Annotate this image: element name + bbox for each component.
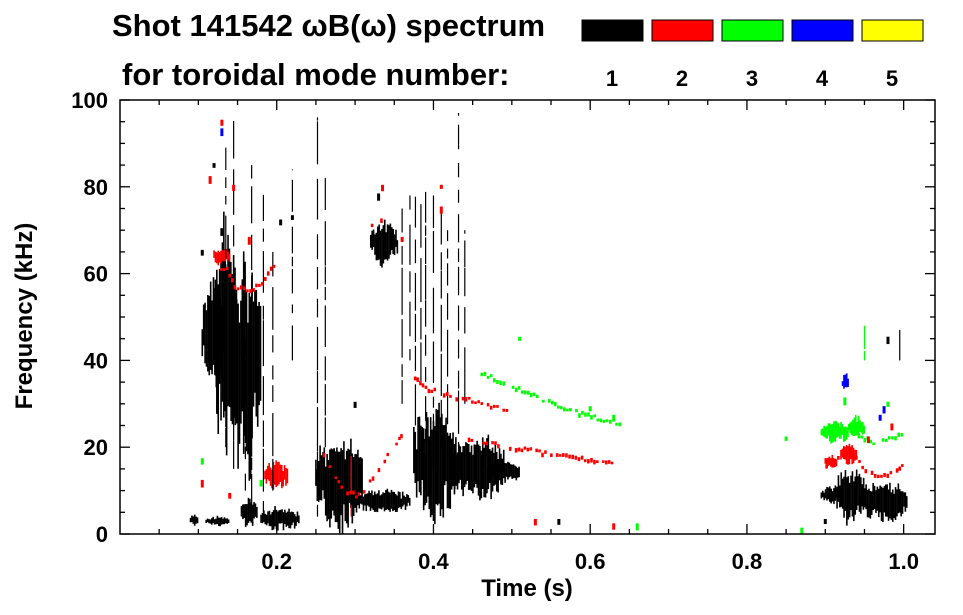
speck-n2-15 [200, 479, 204, 488]
speck-n3-31 [784, 436, 788, 441]
blob-n1-6 [260, 506, 300, 531]
blob-n1-7 [315, 438, 363, 535]
blob-n2-17 [264, 460, 289, 490]
speck-n4-37 [882, 406, 886, 414]
blob-n2-16 [213, 248, 231, 266]
track-n2-2 [370, 218, 383, 228]
blob-n1-8 [354, 488, 411, 513]
track-n2-4 [467, 437, 614, 465]
speck-n3-32 [800, 527, 804, 534]
speck-n2-18 [439, 184, 443, 189]
x-tick-label-0.8: 0.8 [732, 549, 763, 574]
axes: 0.2 0.4 0.6 0.8 1.0 0 20 40 60 80 100 [71, 88, 935, 574]
y-tick-label-20: 20 [84, 435, 108, 460]
speck-n2-13 [232, 184, 236, 191]
track-n2-1 [322, 434, 403, 499]
track-n3-7 [825, 429, 904, 446]
y-tick-label-60: 60 [84, 262, 108, 287]
speck-n2-19 [533, 518, 537, 526]
blob-n1-15 [859, 482, 908, 523]
speck-n2-11 [220, 119, 224, 126]
chart-title-line1: Shot 141542 ωB(ω) spectrum [112, 8, 545, 43]
speck-n1-10 [886, 336, 890, 345]
speck-n2-22 [890, 423, 894, 431]
blob-n1-11 [448, 434, 505, 501]
legend-label-5: 5 [886, 66, 898, 91]
legend-swatch-2 [651, 19, 714, 42]
speck-n2-20 [612, 523, 616, 530]
legend: 1 2 3 4 5 [581, 19, 924, 91]
speck-n1-4 [353, 401, 357, 408]
blob-n1-13 [820, 485, 841, 505]
track-n2-0 [219, 264, 276, 294]
x-tick-label-0.4: 0.4 [418, 549, 449, 574]
track-n2-3 [413, 376, 509, 412]
speck-n1-7 [392, 497, 396, 505]
y-axis-label: Frequency (kHz) [11, 223, 38, 410]
speck-n1-1 [212, 163, 216, 168]
legend-swatch-3 [721, 19, 784, 42]
blob-n3-21 [847, 414, 865, 437]
speck-n3-29 [612, 414, 616, 422]
x-tick-label-0.6: 0.6 [575, 549, 606, 574]
blob-n2-19 [840, 443, 858, 465]
legend-swatch-5 [861, 19, 924, 42]
chart-title-line2: for toroidal mode number: [122, 57, 510, 92]
blob-n1-14 [836, 469, 865, 526]
y-tick-label-100: 100 [71, 88, 108, 113]
x-tick-label-0.2: 0.2 [261, 549, 292, 574]
track-n3-6 [480, 371, 622, 427]
speck-n4-35 [220, 128, 224, 137]
legend-label-1: 1 [606, 66, 618, 91]
speck-n2-12 [208, 176, 212, 184]
speck-n2-17 [381, 184, 385, 192]
y-tick-label-80: 80 [84, 175, 108, 200]
speck-n1-5 [290, 215, 294, 220]
legend-label-3: 3 [746, 66, 758, 91]
speck-n1-2 [220, 228, 224, 236]
legend-label-4: 4 [816, 66, 829, 91]
speck-n2-24 [400, 236, 404, 243]
blob-n1-4 [205, 515, 230, 527]
speck-n2-14 [247, 236, 251, 245]
plot-area [189, 113, 908, 535]
speck-n1-8 [557, 518, 561, 525]
speck-n1-0 [200, 249, 204, 256]
speck-n4-36 [878, 414, 882, 421]
x-tick-label-1.0: 1.0 [888, 549, 919, 574]
speck-n3-27 [518, 336, 522, 341]
speck-n3-28 [588, 406, 592, 412]
y-tick-label-40: 40 [84, 348, 108, 373]
speck-n3-33 [886, 401, 890, 407]
blob-n1-9 [369, 219, 399, 268]
speck-n1-9 [823, 518, 827, 525]
speck-n2-23 [439, 206, 443, 214]
legend-swatch-4 [791, 19, 854, 42]
speck-n2-16 [228, 492, 232, 499]
legend-label-2: 2 [676, 66, 688, 91]
speck-n3-30 [635, 523, 639, 531]
blob-n4-22 [841, 373, 849, 389]
speck-n3-25 [200, 458, 204, 465]
speck-n1-3 [279, 219, 283, 226]
legend-swatch-1 [581, 19, 644, 42]
speck-n3-34 [843, 397, 847, 406]
blob-n1-3 [189, 514, 199, 526]
track-n2-5 [825, 448, 904, 479]
x-axis-label: Time (s) [481, 575, 573, 602]
speck-n1-6 [377, 193, 381, 201]
blob-n1-5 [240, 497, 258, 527]
blob-n1-12 [487, 460, 520, 483]
speck-n2-21 [866, 436, 870, 444]
speck-n3-26 [259, 479, 263, 487]
y-tick-label-0: 0 [96, 522, 108, 547]
